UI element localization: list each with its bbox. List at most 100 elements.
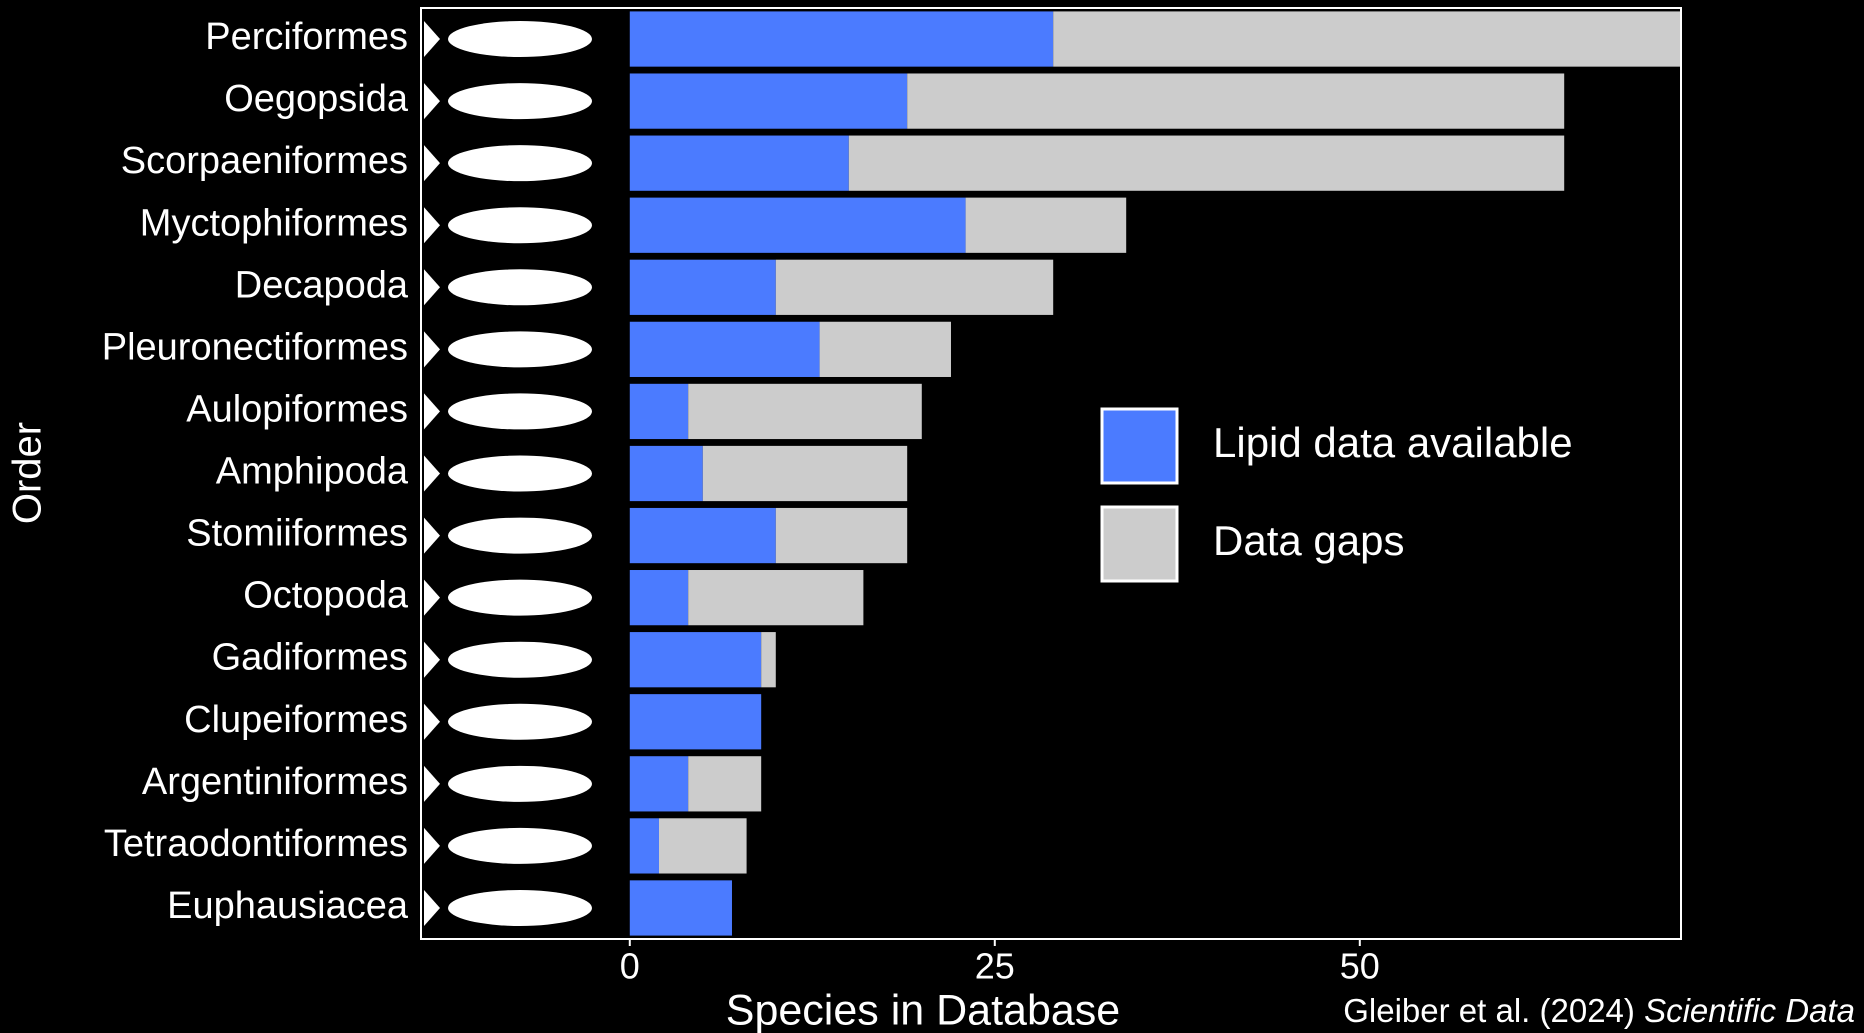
silhouette — [424, 641, 592, 678]
silhouette — [424, 889, 592, 926]
silhouette-tail — [424, 331, 440, 368]
y-tick-label: Stomiiformes — [186, 513, 408, 555]
silhouette-tail — [424, 765, 440, 802]
legend-swatch — [1100, 407, 1179, 485]
bar — [629, 445, 703, 502]
y-tick-label: Euphausiacea — [167, 885, 409, 927]
plot-border — [420, 7, 1682, 940]
silhouette-body — [448, 269, 592, 306]
bar — [819, 321, 951, 377]
silhouette-body — [448, 331, 592, 368]
bar — [761, 632, 776, 688]
silhouette — [424, 83, 592, 120]
silhouette-body — [448, 145, 592, 182]
bar — [848, 135, 1565, 191]
y-tick-label: Myctophiformes — [140, 202, 408, 244]
silhouette-body — [448, 517, 592, 554]
silhouette — [424, 331, 592, 368]
bar — [629, 383, 689, 440]
y-tick-label: Decapoda — [235, 264, 409, 306]
silhouette-tail — [424, 145, 440, 182]
silhouette-tail — [424, 827, 440, 864]
bar — [775, 507, 908, 564]
x-tick-label: 50 — [1340, 946, 1380, 987]
silhouette-body — [448, 393, 592, 430]
y-tick-label: Perciformes — [205, 16, 408, 58]
bar — [629, 818, 659, 874]
silhouette-tail — [424, 641, 440, 678]
silhouette-body — [448, 827, 592, 864]
silhouette-body — [448, 21, 592, 58]
bar — [629, 880, 732, 936]
bar — [688, 756, 762, 812]
legend-label: Data gaps — [1213, 517, 1404, 564]
y-tick-label: Tetraodontiformes — [104, 823, 408, 865]
bar — [629, 11, 1054, 67]
x-axis-title: Species in Database — [726, 986, 1120, 1033]
silhouette-tail — [424, 517, 440, 554]
silhouette-body — [448, 83, 592, 120]
bar — [629, 197, 966, 253]
bar — [629, 507, 776, 564]
silhouette — [424, 455, 592, 492]
silhouette-body — [448, 455, 592, 492]
bar — [629, 756, 689, 812]
silhouette — [424, 703, 592, 740]
y-tick-label: Amphipoda — [216, 451, 409, 493]
bar — [965, 197, 1127, 253]
silhouette-tail — [424, 83, 440, 120]
y-tick-label: Clupeiformes — [184, 699, 408, 741]
silhouette — [424, 145, 592, 182]
silhouette-body — [448, 579, 592, 616]
silhouette-tail — [424, 393, 440, 430]
silhouette — [424, 579, 592, 616]
silhouette-body — [448, 889, 592, 926]
bar — [629, 135, 849, 191]
x-tick-label: 25 — [975, 946, 1015, 987]
silhouette-body — [448, 765, 592, 802]
bar — [629, 694, 762, 750]
bar — [629, 570, 689, 626]
bar — [629, 73, 908, 129]
y-tick-label: Argentiniformes — [142, 761, 408, 803]
bar — [907, 73, 1565, 129]
silhouette-body — [448, 703, 592, 740]
silhouette — [424, 827, 592, 864]
silhouette-tail — [424, 21, 440, 58]
y-tick-label: Oegopsida — [224, 78, 409, 120]
silhouette-tail — [424, 207, 440, 244]
y-tick-label: Pleuronectiformes — [102, 326, 408, 368]
bar — [629, 632, 762, 688]
silhouette — [424, 393, 592, 430]
silhouette-tail — [424, 703, 440, 740]
silhouette-body — [448, 207, 592, 244]
silhouette-tail — [424, 455, 440, 492]
silhouette-tail — [424, 269, 440, 306]
silhouette — [424, 21, 592, 58]
y-tick-label: Aulopiformes — [186, 388, 408, 430]
bar — [629, 321, 820, 377]
silhouette-tail — [424, 579, 440, 616]
y-tick-label: Octopoda — [243, 575, 409, 617]
silhouette — [424, 269, 592, 306]
credit-journal: Scientific Data — [1644, 992, 1855, 1029]
silhouette — [424, 765, 592, 802]
legend-swatch — [1100, 505, 1179, 583]
bar — [658, 818, 747, 874]
legend-label: Lipid data available — [1213, 419, 1573, 466]
credit: Gleiber et al. (2024) Scientific Data — [1343, 992, 1855, 1029]
silhouette — [424, 517, 592, 554]
bar — [775, 259, 1054, 315]
bar — [702, 445, 908, 502]
y-axis-title: Order — [6, 422, 50, 524]
x-tick-label: 0 — [620, 946, 640, 987]
bar — [629, 259, 776, 315]
y-tick-label: Gadiformes — [212, 637, 408, 679]
credit-text: Gleiber et al. (2024) — [1343, 992, 1644, 1029]
silhouette — [424, 207, 592, 244]
silhouette-body — [448, 641, 592, 678]
silhouette-tail — [424, 889, 440, 926]
bar — [688, 383, 922, 440]
